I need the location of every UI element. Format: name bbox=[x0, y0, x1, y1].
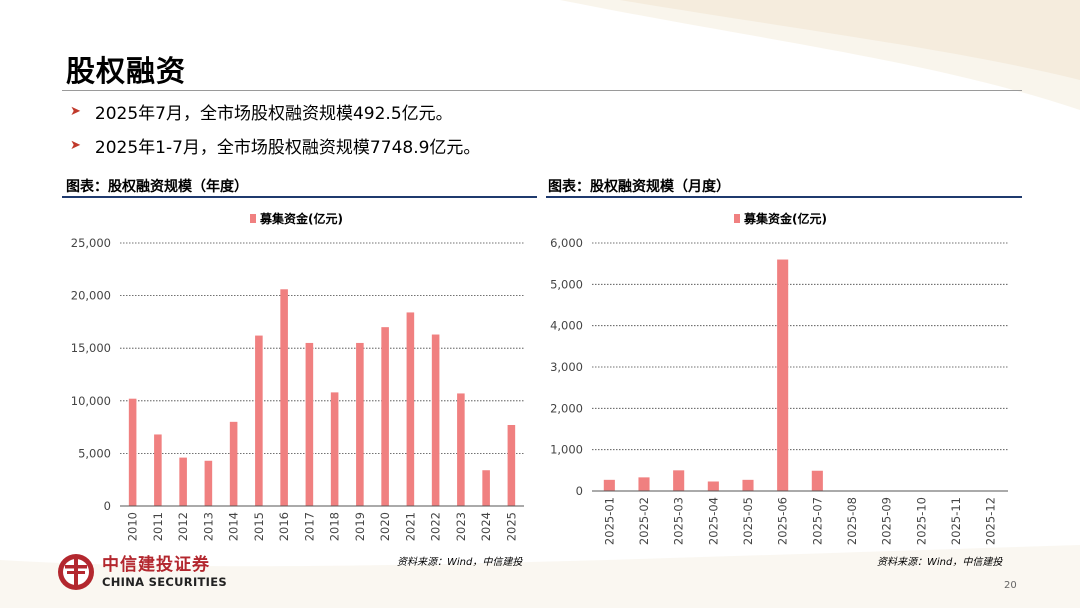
x-tick-label: 2022 bbox=[429, 512, 443, 541]
y-tick-label: 0 bbox=[576, 484, 583, 498]
legend-swatch bbox=[734, 214, 740, 223]
legend-label: 募集资金(亿元) bbox=[743, 211, 827, 226]
y-tick-label: 5,000 bbox=[78, 446, 111, 460]
annual-bar-chart: 募集资金(亿元) 0 5,000 10,000 15,000 20,000 25,000 20… bbox=[71, 211, 524, 541]
x-tick-label: 2025-07 bbox=[810, 497, 824, 545]
bar bbox=[229, 421, 238, 506]
bar bbox=[330, 392, 339, 506]
x-tick-label: 2025-09 bbox=[880, 497, 894, 545]
bar bbox=[482, 470, 490, 506]
x-tick-label: 2025-08 bbox=[845, 497, 859, 545]
bar bbox=[811, 470, 823, 491]
citic-logo-icon bbox=[58, 554, 94, 590]
bullet-item: ➤ 2025年7月，全市场股权融资规模492.5亿元。 bbox=[70, 99, 453, 124]
bar bbox=[280, 289, 288, 506]
x-tick-label: 2011 bbox=[151, 512, 165, 541]
y-tick-label: 1,000 bbox=[550, 443, 583, 457]
page-number: 20 bbox=[1004, 580, 1017, 591]
x-tick-label: 2013 bbox=[201, 512, 215, 541]
bar bbox=[777, 259, 789, 491]
y-tick-label: 10,000 bbox=[71, 394, 111, 408]
x-tick-label: 2019 bbox=[353, 512, 367, 541]
y-tick-label: 6,000 bbox=[550, 236, 583, 250]
chart-divider-annual bbox=[62, 196, 537, 198]
logo-name-cn: 中信建投证券 bbox=[102, 555, 210, 575]
bar bbox=[128, 398, 137, 506]
bullet-text: 2025年1-7月，全市场股权融资规模7748.9亿元。 bbox=[94, 138, 481, 158]
bar bbox=[431, 334, 440, 506]
x-tick-label: 2021 bbox=[403, 512, 417, 541]
x-tick-label: 2024 bbox=[479, 512, 493, 541]
slide-title: 股权融资 bbox=[66, 54, 187, 88]
y-tick-label: 20,000 bbox=[71, 289, 111, 303]
x-tick-label: 2025-04 bbox=[706, 497, 720, 545]
monthly-bar-chart: 募集资金(亿元) 0 1,000 2,000 3,000 4,000 5,000 6,000 2… bbox=[550, 211, 1008, 545]
bar bbox=[204, 460, 213, 506]
x-tick-label: 2025-12 bbox=[984, 497, 998, 545]
x-tick-label: 2025 bbox=[504, 512, 518, 541]
arrow-right-icon: ➤ bbox=[70, 104, 81, 119]
y-tick-label: 2,000 bbox=[550, 401, 583, 415]
x-tick-label: 2017 bbox=[302, 512, 316, 541]
x-tick-label: 2025-10 bbox=[914, 497, 928, 545]
bar bbox=[381, 327, 389, 506]
legend-label: 募集资金(亿元) bbox=[259, 211, 343, 226]
legend-swatch bbox=[250, 214, 256, 223]
y-tick-label: 15,000 bbox=[71, 341, 111, 355]
x-tick-label: 2020 bbox=[378, 512, 392, 541]
bullet-item: ➤ 2025年1-7月，全市场股权融资规模7748.9亿元。 bbox=[70, 133, 480, 158]
x-tick-label: 2025-05 bbox=[741, 497, 755, 545]
bar bbox=[356, 342, 364, 506]
bar bbox=[406, 312, 415, 506]
x-tick-label: 2025-11 bbox=[949, 497, 963, 545]
bullet-text: 2025年7月，全市场股权融资规模492.5亿元。 bbox=[94, 104, 453, 124]
company-logo: 中信建投证券 CHINA SECURITIES bbox=[56, 552, 227, 592]
x-tick-label: 2016 bbox=[277, 512, 291, 541]
arrow-right-icon: ➤ bbox=[70, 138, 81, 153]
x-tick-label: 2012 bbox=[176, 512, 190, 541]
title-divider bbox=[62, 90, 1022, 91]
x-tick-label: 2010 bbox=[126, 512, 140, 541]
source-note-monthly: 资料来源：Wind，中信建投 bbox=[877, 557, 1003, 568]
bar bbox=[638, 477, 650, 491]
chart-caption-monthly: 图表：股权融资规模（月度） bbox=[548, 179, 730, 195]
bar bbox=[707, 481, 719, 491]
bar bbox=[673, 470, 685, 491]
x-tick-label: 2018 bbox=[328, 512, 342, 541]
bar bbox=[507, 424, 516, 506]
x-tick-label: 2015 bbox=[252, 512, 266, 541]
x-tick-label: 2025-06 bbox=[776, 497, 790, 545]
y-tick-label: 3,000 bbox=[550, 360, 583, 374]
y-tick-label: 25,000 bbox=[71, 236, 111, 250]
bar bbox=[742, 479, 754, 491]
y-tick-label: 0 bbox=[104, 499, 111, 513]
x-tick-label: 2025-02 bbox=[637, 497, 651, 545]
bar bbox=[154, 434, 162, 506]
bar bbox=[305, 342, 314, 506]
logo-name-en: CHINA SECURITIES bbox=[102, 575, 227, 589]
chart-caption-annual: 图表：股权融资规模（年度） bbox=[66, 179, 248, 195]
bar bbox=[603, 479, 615, 491]
x-tick-label: 2023 bbox=[454, 512, 468, 541]
bar bbox=[255, 335, 263, 506]
y-tick-label: 4,000 bbox=[550, 319, 583, 333]
x-tick-label: 2014 bbox=[227, 512, 241, 541]
x-tick-label: 2025-03 bbox=[672, 497, 686, 545]
y-tick-label: 5,000 bbox=[550, 277, 583, 291]
source-note-annual: 资料来源：Wind，中信建投 bbox=[397, 557, 523, 568]
bar bbox=[179, 457, 187, 506]
bar bbox=[457, 393, 465, 506]
x-tick-label: 2025-01 bbox=[602, 497, 616, 545]
chart-divider-monthly bbox=[546, 196, 1022, 198]
